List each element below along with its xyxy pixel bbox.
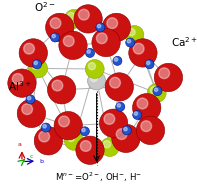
Circle shape (100, 138, 119, 156)
Circle shape (146, 61, 150, 65)
Circle shape (29, 59, 47, 78)
Circle shape (87, 50, 90, 53)
Circle shape (47, 76, 76, 104)
Circle shape (105, 73, 133, 101)
Circle shape (52, 34, 55, 38)
Circle shape (59, 31, 87, 60)
Circle shape (153, 87, 162, 96)
Circle shape (129, 39, 157, 67)
Circle shape (76, 136, 104, 164)
Circle shape (103, 141, 111, 148)
Circle shape (34, 61, 37, 65)
Circle shape (33, 60, 42, 69)
Circle shape (136, 116, 165, 145)
Text: Ca$^{2+}$: Ca$^{2+}$ (171, 36, 197, 50)
Circle shape (133, 43, 144, 54)
Circle shape (12, 74, 23, 84)
Circle shape (22, 104, 33, 115)
Circle shape (117, 104, 121, 107)
Circle shape (133, 110, 142, 119)
Text: a: a (18, 142, 22, 147)
Circle shape (46, 13, 74, 42)
Circle shape (43, 125, 46, 128)
Circle shape (64, 131, 83, 150)
Circle shape (85, 48, 95, 57)
Circle shape (107, 18, 118, 29)
Circle shape (147, 84, 166, 102)
Circle shape (96, 33, 107, 44)
Text: c: c (30, 154, 33, 159)
Circle shape (154, 63, 183, 92)
Circle shape (128, 29, 135, 36)
Circle shape (134, 112, 138, 115)
Circle shape (127, 40, 131, 43)
Circle shape (122, 126, 131, 135)
Circle shape (116, 102, 125, 111)
Circle shape (145, 60, 154, 69)
Circle shape (141, 121, 152, 132)
Text: b: b (39, 160, 43, 164)
Circle shape (68, 12, 75, 20)
Circle shape (87, 72, 106, 90)
Circle shape (102, 13, 131, 42)
Circle shape (97, 24, 101, 28)
Circle shape (80, 127, 89, 136)
Circle shape (88, 63, 96, 70)
Circle shape (99, 109, 128, 137)
Circle shape (74, 5, 102, 33)
Circle shape (116, 129, 127, 139)
Circle shape (124, 127, 127, 131)
Circle shape (39, 131, 50, 142)
Circle shape (27, 96, 31, 100)
Circle shape (133, 94, 161, 122)
Circle shape (68, 134, 75, 142)
Circle shape (64, 9, 83, 28)
Circle shape (154, 88, 158, 91)
Text: O$^{2-}$: O$^{2-}$ (34, 0, 55, 14)
Circle shape (54, 112, 82, 140)
Circle shape (125, 26, 144, 44)
Circle shape (24, 43, 34, 54)
Circle shape (80, 141, 91, 151)
Circle shape (50, 33, 59, 42)
Circle shape (50, 18, 61, 29)
Circle shape (78, 9, 89, 20)
Text: M$^{n-}$=O$^{2-}$, OH$^{-}$, H$^{-}$: M$^{n-}$=O$^{2-}$, OH$^{-}$, H$^{-}$ (55, 170, 142, 184)
Circle shape (17, 99, 46, 128)
Circle shape (96, 23, 105, 32)
Circle shape (112, 124, 140, 153)
Circle shape (90, 75, 97, 82)
Circle shape (59, 116, 69, 127)
Circle shape (150, 87, 157, 94)
Circle shape (8, 69, 36, 97)
Circle shape (82, 128, 85, 132)
Circle shape (114, 58, 118, 61)
Circle shape (137, 98, 148, 109)
Circle shape (110, 77, 120, 88)
Circle shape (92, 28, 120, 57)
Circle shape (159, 68, 170, 79)
Circle shape (52, 80, 63, 91)
Circle shape (26, 95, 35, 104)
Circle shape (104, 114, 115, 124)
Circle shape (34, 127, 63, 155)
Text: Al$^{3+}$: Al$^{3+}$ (8, 79, 31, 93)
Circle shape (41, 123, 50, 132)
Circle shape (85, 60, 104, 78)
Circle shape (32, 62, 39, 69)
Circle shape (113, 56, 122, 65)
Circle shape (126, 38, 135, 47)
Circle shape (63, 36, 74, 46)
Circle shape (19, 39, 47, 67)
